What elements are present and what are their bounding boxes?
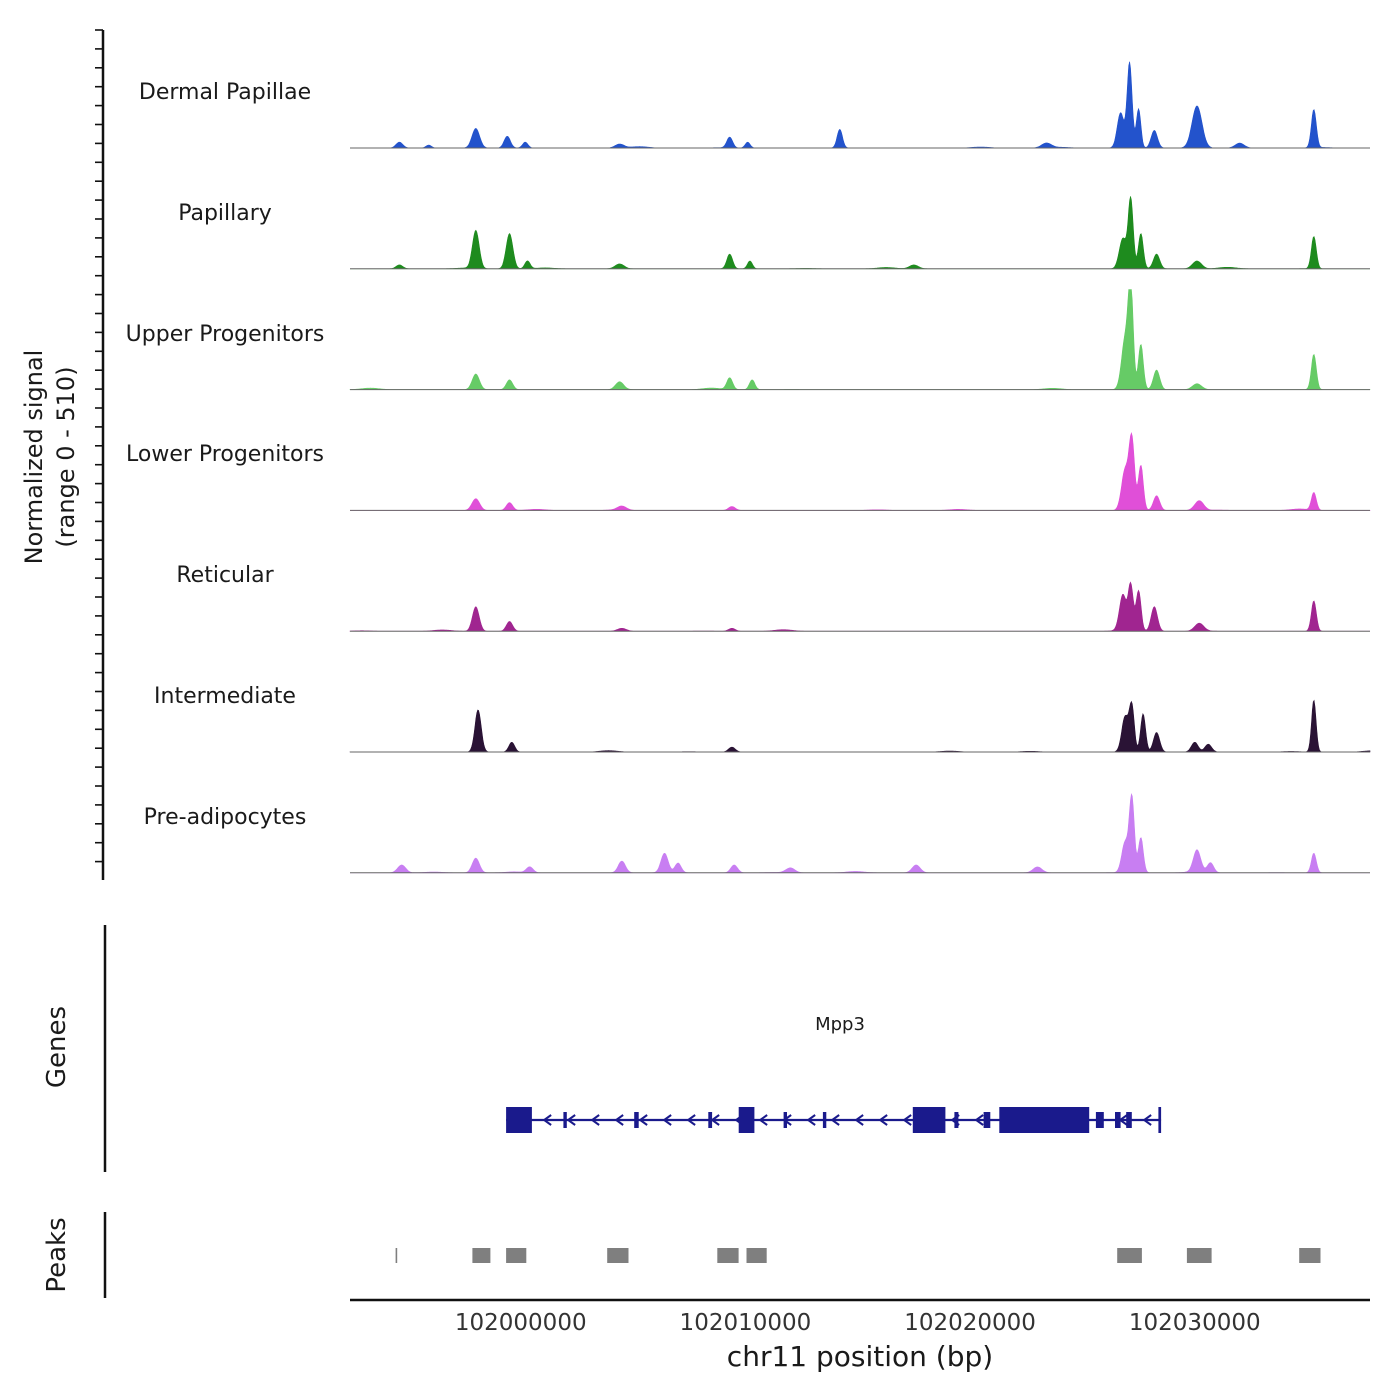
gene-exon	[1158, 1107, 1162, 1133]
peaks-section-label: Peaks	[42, 1217, 72, 1293]
gene-exon	[912, 1107, 946, 1133]
track-label-reticular: Reticular	[176, 563, 274, 588]
genes-section-label: Genes	[42, 1005, 72, 1089]
gene-exon	[563, 1112, 567, 1128]
x-tick-label: 102000000	[454, 1310, 587, 1336]
peak-region-rect	[472, 1248, 491, 1263]
track-label-upper-progenitors: Upper Progenitors	[125, 322, 325, 347]
gene-exon	[783, 1112, 787, 1128]
track-label-lower-progenitors: Lower Progenitors	[126, 442, 324, 467]
x-axis-label: chr11 position (bp)	[726, 1340, 994, 1373]
peak-region-rect	[607, 1248, 629, 1263]
peak-region-rect	[1186, 1248, 1212, 1263]
signal-area-reticular	[349, 581, 1370, 632]
track-label-intermediate: Intermediate	[154, 684, 296, 709]
peak-region-rect	[395, 1248, 398, 1263]
gene-exon	[1095, 1112, 1104, 1128]
gene-strand-arrow	[854, 1114, 864, 1126]
peak-region-rect	[1117, 1248, 1142, 1263]
gene-strand-arrow	[830, 1114, 840, 1126]
y-axis-label-line2: (range 0 - 510)	[52, 366, 80, 548]
track-label-pre-adipocytes: Pre-adipocytes	[143, 805, 307, 830]
gene-strand-arrow	[686, 1114, 696, 1126]
gene-strand-arrow	[1142, 1114, 1152, 1126]
signal-area-dermal-papillae	[350, 61, 1370, 149]
signal-area-lower-progenitors	[350, 432, 1371, 511]
gene-exon	[954, 1112, 959, 1128]
gene-strand-arrow	[710, 1114, 720, 1126]
gene-strand-arrow	[662, 1114, 672, 1126]
signal-area-upper-progenitors	[349, 289, 1371, 390]
y-axis-label-line1: Normalized signal	[20, 349, 48, 565]
gene-exon	[822, 1112, 827, 1128]
track-label-dermal-papillae: Dermal Papillae	[138, 80, 312, 105]
gene-strand-arrow	[974, 1114, 984, 1126]
peak-region-rect	[506, 1248, 527, 1263]
gene-exon	[634, 1112, 639, 1128]
signal-area-pre-adipocytes	[350, 793, 1370, 874]
gene-exon	[708, 1112, 713, 1128]
x-tick-label: 102030000	[1128, 1310, 1261, 1336]
gene-strand-arrow	[758, 1114, 768, 1126]
gene-strand-arrow	[902, 1114, 912, 1126]
x-tick-label: 102010000	[679, 1310, 812, 1336]
gene-exon	[999, 1107, 1090, 1133]
peak-region-rect	[746, 1248, 767, 1263]
gene-strand-arrow	[638, 1114, 648, 1126]
signal-area-intermediate	[349, 699, 1371, 753]
x-tick-label: 102020000	[904, 1310, 1036, 1336]
gene-strand-arrow	[806, 1114, 816, 1126]
gene-exon	[1115, 1112, 1121, 1128]
peak-region-rect	[717, 1248, 739, 1263]
gene-strand-arrow	[878, 1114, 888, 1126]
signal-area-papillary	[350, 196, 1370, 270]
gene-exon	[506, 1107, 532, 1133]
gene-name-label: Mpp3	[815, 1014, 865, 1035]
track-label-papillary: Papillary	[178, 201, 272, 226]
peak-region-rect	[1299, 1248, 1321, 1263]
gene-exon	[738, 1107, 755, 1133]
gene-exon	[1126, 1112, 1132, 1128]
gene-strand-arrow	[566, 1114, 576, 1126]
gene-exon	[983, 1112, 991, 1128]
gene-strand-arrow	[614, 1114, 624, 1126]
y-axis-label: Normalized signal (range 0 - 510)	[18, 237, 82, 677]
gene-strand-arrow	[542, 1114, 552, 1126]
gene-strand-arrow	[590, 1114, 600, 1126]
